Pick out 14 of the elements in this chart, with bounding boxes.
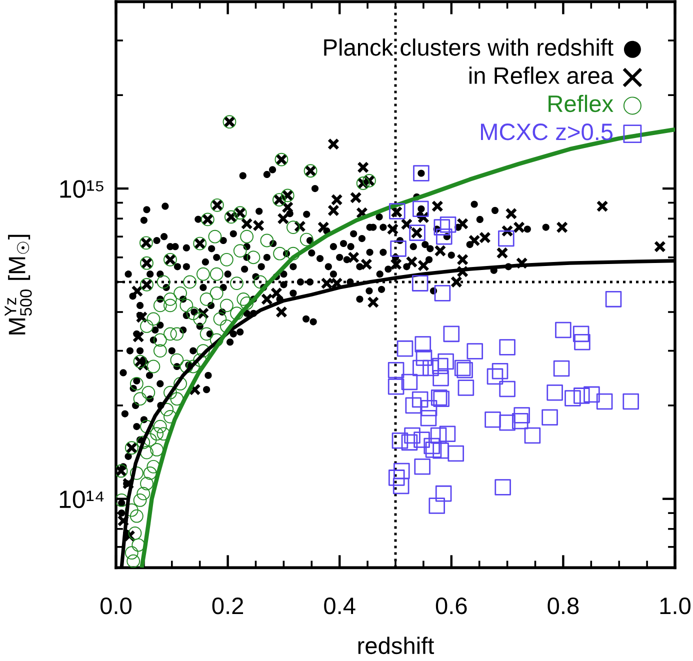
legend-label: in Reflex area xyxy=(469,66,614,84)
legend-label: MCXC z>0.5 xyxy=(481,124,613,140)
x-tick-label: 0.8 xyxy=(548,597,579,614)
x-tick-label: 0.2 xyxy=(212,597,244,614)
x-tick-label: 1.0 xyxy=(660,597,690,614)
x-axis-title: redshift xyxy=(358,636,434,654)
y-tick-label: 10¹⁴ xyxy=(60,490,104,508)
y-axis-title: M$^{Yz}$$_{500}$ [M$_{☉}$] xyxy=(4,234,32,334)
legend-label: Planck clusters with redshift xyxy=(324,38,614,56)
x-tick-label: 0.4 xyxy=(324,597,356,614)
y-tick-label: 10¹⁵ xyxy=(60,180,104,198)
legend-label: Reflex xyxy=(548,94,614,112)
x-tick-label: 0.6 xyxy=(436,597,467,614)
x-tick-label: 0.0 xyxy=(100,597,132,614)
